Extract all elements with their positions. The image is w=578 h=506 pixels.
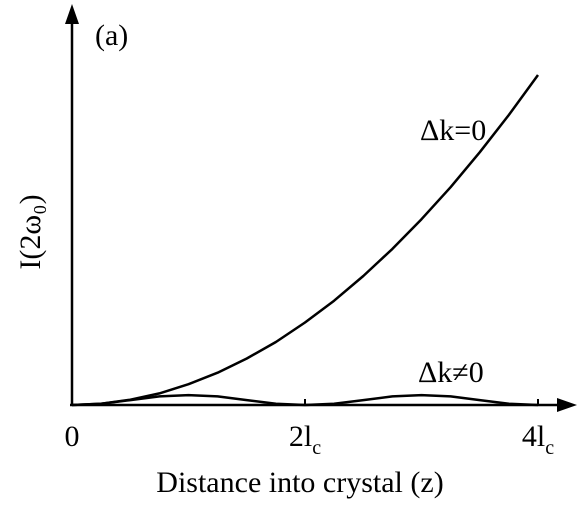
y-axis-arrow <box>65 4 79 24</box>
x-tick-label-subscript: c <box>312 437 321 459</box>
x-tick-label-subscript: c <box>545 437 554 459</box>
x-tick-label-main: 4l <box>522 420 545 453</box>
x-tick-label-main: 2l <box>289 420 312 453</box>
panel-label: (a) <box>95 19 128 52</box>
line <box>71 393 539 407</box>
x-axis-arrow <box>557 398 577 412</box>
y-axis-label: I(2ω₀) <box>14 194 47 269</box>
line <box>71 74 540 407</box>
x-axis-label: Distance into crystal (z) <box>156 466 443 499</box>
x-tick-label: 2lc <box>289 420 321 459</box>
series-label: Δk≠0 <box>418 356 484 389</box>
x-tick-label: 0 <box>65 420 80 453</box>
series-label: Δk=0 <box>420 114 486 147</box>
x-tick-label: 4lc <box>522 420 554 459</box>
